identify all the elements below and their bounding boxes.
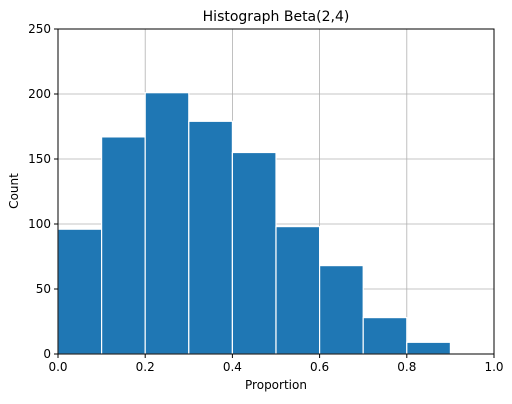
y-tick-label: 0 [43, 347, 51, 361]
chart-title: Histograph Beta(2,4) [203, 9, 350, 25]
histogram-bar [57, 228, 103, 355]
histogram-bar [144, 92, 190, 355]
histogram-bar [275, 226, 321, 355]
y-tick-label: 150 [28, 152, 51, 166]
y-tick-label: 250 [28, 22, 51, 36]
x-tick-label: 0.4 [223, 360, 242, 374]
x-tick-label: 1.0 [484, 360, 503, 374]
y-tick-label: 50 [36, 282, 51, 296]
x-tick-label: 0.8 [397, 360, 416, 374]
histogram-bar [406, 341, 451, 355]
x-tick-label: 0.0 [48, 360, 67, 374]
y-tick-label: 200 [28, 87, 51, 101]
histogram-bar [362, 317, 408, 355]
plot-frame [57, 28, 495, 355]
histogram-bar [188, 120, 234, 355]
x-axis-label: Proportion [245, 378, 307, 392]
x-tick-label: 0.6 [310, 360, 329, 374]
x-tick-label: 0.2 [136, 360, 155, 374]
histogram-bar [319, 265, 364, 355]
y-axis-label: Count [7, 173, 21, 209]
y-axis-ticks: 0 50 100 150 200 250 [28, 22, 58, 361]
x-axis-ticks: 0.0 0.2 0.4 0.6 0.8 1.0 [48, 354, 504, 374]
bars [57, 92, 451, 355]
histogram-bar [231, 151, 277, 355]
histogram-bar [100, 136, 146, 355]
y-tick-label: 100 [28, 217, 51, 231]
